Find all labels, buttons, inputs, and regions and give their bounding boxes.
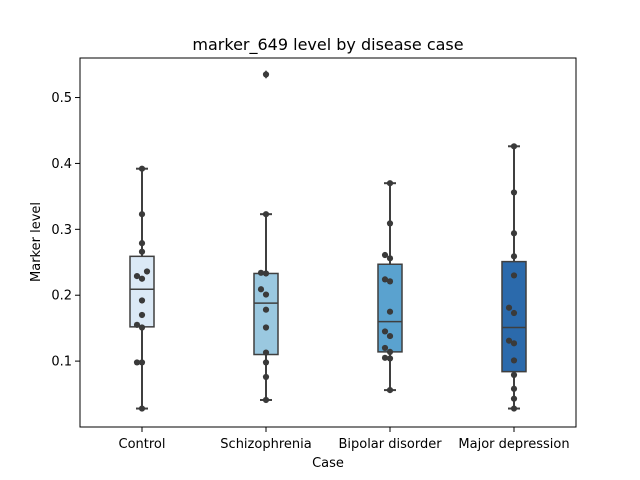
plot-frame <box>79 57 577 428</box>
data-point <box>262 291 270 298</box>
data-point <box>510 230 518 237</box>
chart-title: marker_649 level by disease case <box>192 35 463 55</box>
data-point <box>510 395 518 402</box>
data-point <box>510 272 518 279</box>
data-point <box>386 180 394 187</box>
data-point <box>510 340 518 347</box>
data-point <box>257 286 265 293</box>
data-point <box>138 405 146 412</box>
y-tick-label: 0.2 <box>51 289 72 304</box>
box-iqr <box>253 272 279 356</box>
data-point <box>510 405 518 412</box>
data-point <box>262 306 270 313</box>
point-group <box>257 71 270 404</box>
data-point <box>510 357 518 364</box>
data-point <box>386 355 394 362</box>
data-point <box>262 211 270 218</box>
data-point <box>138 211 146 218</box>
data-point <box>381 251 389 259</box>
data-point <box>510 309 518 317</box>
point-group <box>505 143 518 412</box>
point-group <box>381 180 394 394</box>
box-group <box>129 167 155 410</box>
data-point <box>138 275 146 282</box>
data-point <box>386 255 394 262</box>
x-axis-label: Case <box>312 456 344 471</box>
point-group <box>133 165 151 412</box>
data-point <box>505 337 513 344</box>
data-point <box>262 324 270 331</box>
axes: 0.1 0.2 0.3 0.4 0.5 Control Schizophrenia Bipol… <box>51 91 569 452</box>
data-point <box>138 297 146 304</box>
data-point <box>510 143 518 150</box>
data-point <box>510 189 518 196</box>
data-point <box>381 354 389 361</box>
data-point <box>133 321 141 328</box>
data-point <box>381 276 389 283</box>
data-point <box>138 165 146 172</box>
data-point <box>138 248 146 255</box>
y-tick-label: 0.3 <box>51 223 72 238</box>
data-point <box>262 396 270 404</box>
box-group <box>501 145 527 410</box>
data-point <box>262 373 270 381</box>
box-iqr <box>501 260 527 373</box>
x-tick-label: Major depression <box>458 437 569 452</box>
plot-area <box>129 70 527 412</box>
y-axis-label: Marker level <box>29 202 44 282</box>
data-point <box>257 269 265 276</box>
data-point <box>262 270 270 277</box>
x-tick-label: Bipolar disorder <box>338 437 442 452</box>
data-point <box>138 311 146 319</box>
data-point <box>143 268 151 275</box>
data-point <box>262 359 270 366</box>
data-point <box>133 359 141 366</box>
data-point <box>386 220 394 227</box>
data-point <box>381 344 389 352</box>
data-point <box>262 71 270 78</box>
y-tick-label: 0.4 <box>51 157 72 172</box>
data-point <box>510 253 518 260</box>
y-tick-label: 0.1 <box>51 355 72 370</box>
data-point <box>138 240 146 247</box>
data-point <box>381 328 389 335</box>
y-tick-label: 0.5 <box>51 91 72 106</box>
data-point <box>510 371 518 379</box>
data-point <box>386 308 394 315</box>
data-point <box>133 273 141 280</box>
x-tick-label: Schizophrenia <box>220 437 311 452</box>
data-point <box>386 278 394 285</box>
data-point <box>138 324 146 331</box>
data-point <box>386 332 394 340</box>
data-point <box>262 349 270 356</box>
data-point <box>138 359 146 366</box>
data-point <box>386 348 394 355</box>
data-point <box>510 385 518 392</box>
data-point <box>505 304 513 311</box>
data-point <box>386 387 394 394</box>
x-tick-label: Control <box>119 437 166 452</box>
